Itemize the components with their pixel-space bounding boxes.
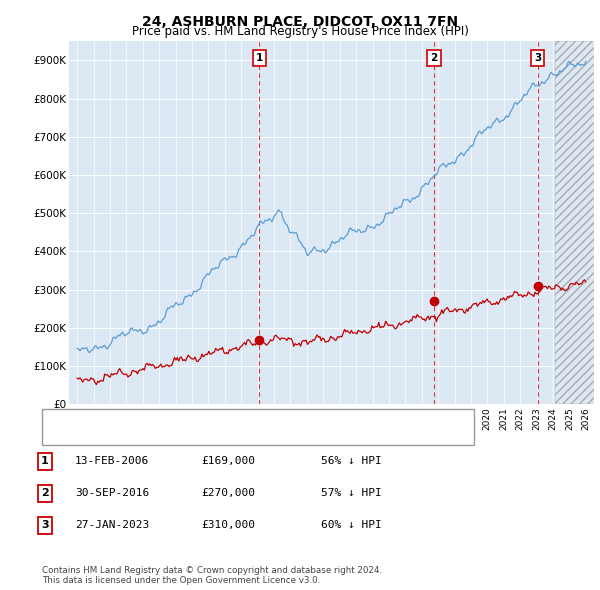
Text: 1: 1 <box>256 53 263 63</box>
Text: 27-JAN-2023: 27-JAN-2023 <box>75 520 149 530</box>
Text: £310,000: £310,000 <box>201 520 255 530</box>
Text: HPI: Average price, detached house, South Oxfordshire: HPI: Average price, detached house, Sout… <box>85 427 373 436</box>
Text: 30-SEP-2016: 30-SEP-2016 <box>75 489 149 498</box>
Text: 2: 2 <box>430 53 437 63</box>
Text: £270,000: £270,000 <box>201 489 255 498</box>
Text: 1: 1 <box>41 457 49 466</box>
Text: £169,000: £169,000 <box>201 457 255 466</box>
Bar <box>554 41 600 404</box>
Text: 13-FEB-2006: 13-FEB-2006 <box>75 457 149 466</box>
Text: 2: 2 <box>41 489 49 498</box>
Text: Price paid vs. HM Land Registry's House Price Index (HPI): Price paid vs. HM Land Registry's House … <box>131 25 469 38</box>
Text: 60% ↓ HPI: 60% ↓ HPI <box>321 520 382 530</box>
Text: 24, ASHBURN PLACE, DIDCOT, OX11 7FN: 24, ASHBURN PLACE, DIDCOT, OX11 7FN <box>142 15 458 29</box>
Text: Contains HM Land Registry data © Crown copyright and database right 2024.
This d: Contains HM Land Registry data © Crown c… <box>42 566 382 585</box>
Text: 24, ASHBURN PLACE, DIDCOT, OX11 7FN (detached house): 24, ASHBURN PLACE, DIDCOT, OX11 7FN (det… <box>85 411 393 420</box>
Text: 56% ↓ HPI: 56% ↓ HPI <box>321 457 382 466</box>
Text: 3: 3 <box>41 520 49 530</box>
Text: 57% ↓ HPI: 57% ↓ HPI <box>321 489 382 498</box>
Text: 3: 3 <box>534 53 542 63</box>
